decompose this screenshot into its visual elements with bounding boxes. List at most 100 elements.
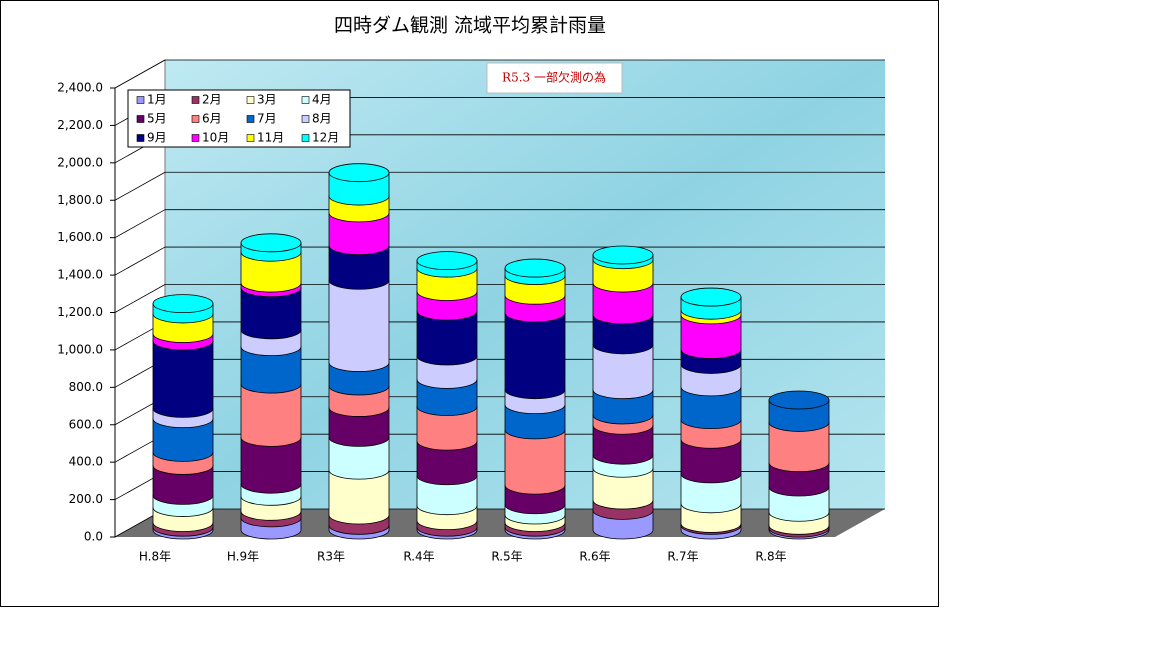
legend-swatch xyxy=(136,115,145,123)
cylinder-segment xyxy=(768,462,830,497)
cylinder-segment xyxy=(680,314,742,359)
cylinder-segment xyxy=(592,344,654,400)
x-tick-label: R.4年 xyxy=(403,550,434,564)
x-tick-label: R.5年 xyxy=(491,550,522,564)
legend-label: 6月 xyxy=(202,112,222,126)
cylinder-segment xyxy=(416,310,478,366)
cylinder-segment xyxy=(416,440,478,486)
legend-swatch xyxy=(191,96,200,104)
annotation: R5.3 一部欠測の為 xyxy=(502,70,606,85)
cylinder-segment xyxy=(328,469,390,525)
legend-label: 11月 xyxy=(257,131,284,145)
y-tick-label: 1,200.0 xyxy=(57,305,103,319)
x-tick-label: H.9年 xyxy=(227,550,259,564)
legend-swatch xyxy=(191,115,200,123)
cylinder-segment xyxy=(240,346,302,394)
grid-line-side xyxy=(114,246,166,276)
y-tick-label: 1,800.0 xyxy=(57,193,103,207)
legend-label: 9月 xyxy=(147,131,167,145)
y-tick-label: 800.0 xyxy=(69,380,103,394)
y-tick-label: 600.0 xyxy=(69,417,103,431)
legend-label: 5月 xyxy=(147,112,167,126)
y-tick-label: 2,200.0 xyxy=(57,118,103,132)
cylinder-top xyxy=(680,287,742,307)
cylinder-segment xyxy=(416,475,478,516)
cylinder-segment xyxy=(592,314,654,355)
cylinder-segment xyxy=(152,465,214,505)
cylinder-segment xyxy=(328,212,390,256)
legend-swatch xyxy=(301,96,310,104)
cylinder-segment xyxy=(504,429,566,495)
legend-label: 4月 xyxy=(312,93,332,107)
cylinder-segment xyxy=(328,279,390,372)
cylinder-segment xyxy=(240,287,302,340)
y-tick-label: 2,000.0 xyxy=(57,155,103,169)
y-tick-label: 0.0 xyxy=(84,530,103,544)
legend-swatch xyxy=(191,134,200,142)
bars xyxy=(152,163,830,540)
legend-swatch xyxy=(246,115,255,123)
cylinder-segment xyxy=(592,424,654,465)
cylinder-segment xyxy=(504,404,566,440)
cylinder-segment xyxy=(768,422,830,473)
grid-line-side xyxy=(114,209,166,239)
cylinder-segment xyxy=(416,406,478,451)
y-tick-label: 1,400.0 xyxy=(57,268,103,282)
legend-swatch xyxy=(136,134,145,142)
cylinder-top xyxy=(592,245,654,265)
cylinder-segment xyxy=(504,312,566,400)
legend-label: 8月 xyxy=(312,112,332,126)
cylinder-top xyxy=(416,251,478,271)
cylinder-segment xyxy=(592,282,654,325)
x-tick-label: R3年 xyxy=(317,550,345,564)
x-tick-label: R.7年 xyxy=(667,550,698,564)
legend xyxy=(127,89,351,148)
cylinder-segment xyxy=(592,467,654,510)
cylinder-segment xyxy=(328,407,390,447)
x-tick-label: R.6年 xyxy=(579,550,610,564)
legend-label: 2月 xyxy=(202,93,222,107)
y-tick-label: 400.0 xyxy=(69,455,103,469)
legend-swatch xyxy=(301,134,310,142)
x-tick-label: R.8年 xyxy=(755,550,786,564)
grid-line-side xyxy=(114,59,166,89)
cylinder-segment xyxy=(592,389,654,425)
x-tick-label: H.8年 xyxy=(139,550,171,564)
legend-swatch xyxy=(246,96,255,104)
grid-line-side xyxy=(114,284,166,313)
cylinder-top xyxy=(504,258,566,278)
cylinder-top xyxy=(240,233,302,253)
cylinder-segment xyxy=(152,340,214,418)
y-tick-label: 2,400.0 xyxy=(57,81,103,95)
cylinder-segment xyxy=(680,473,742,514)
cylinder-top xyxy=(768,390,830,410)
y-tick-label: 200.0 xyxy=(69,492,103,506)
cylinder-segment xyxy=(680,438,742,484)
cylinder-segment xyxy=(328,436,390,480)
cylinder-segment xyxy=(240,436,302,494)
y-tick-label: 1,600.0 xyxy=(57,230,103,244)
cylinder-segment xyxy=(680,386,742,429)
cylinder-segment xyxy=(768,486,830,522)
legend-swatch xyxy=(246,134,255,142)
cylinder-segment xyxy=(416,378,478,416)
legend-label: 3月 xyxy=(257,93,277,107)
chart-title: 四時ダム観測 流域平均累計雨量 xyxy=(334,15,606,37)
cylinder-segment xyxy=(240,251,302,293)
y-tick-label: 1,000.0 xyxy=(57,342,103,356)
cylinder-segment xyxy=(328,245,390,290)
cylinder-segment xyxy=(240,383,302,447)
legend-swatch xyxy=(136,96,145,104)
legend-swatch xyxy=(301,115,310,123)
legend-label: 10月 xyxy=(202,131,229,145)
annotation-box xyxy=(486,62,623,94)
legend-label: 12月 xyxy=(312,131,339,145)
cylinder-top xyxy=(152,294,214,314)
cylinder-segment xyxy=(152,418,214,462)
legend-label: 7月 xyxy=(257,112,277,126)
cylinder-top xyxy=(328,163,390,183)
legend-items: 1月 2月 3月 4月 5月 6月 7月 8月 9月 10月 11月 12月 xyxy=(136,93,339,145)
grid-line-side xyxy=(114,171,166,201)
